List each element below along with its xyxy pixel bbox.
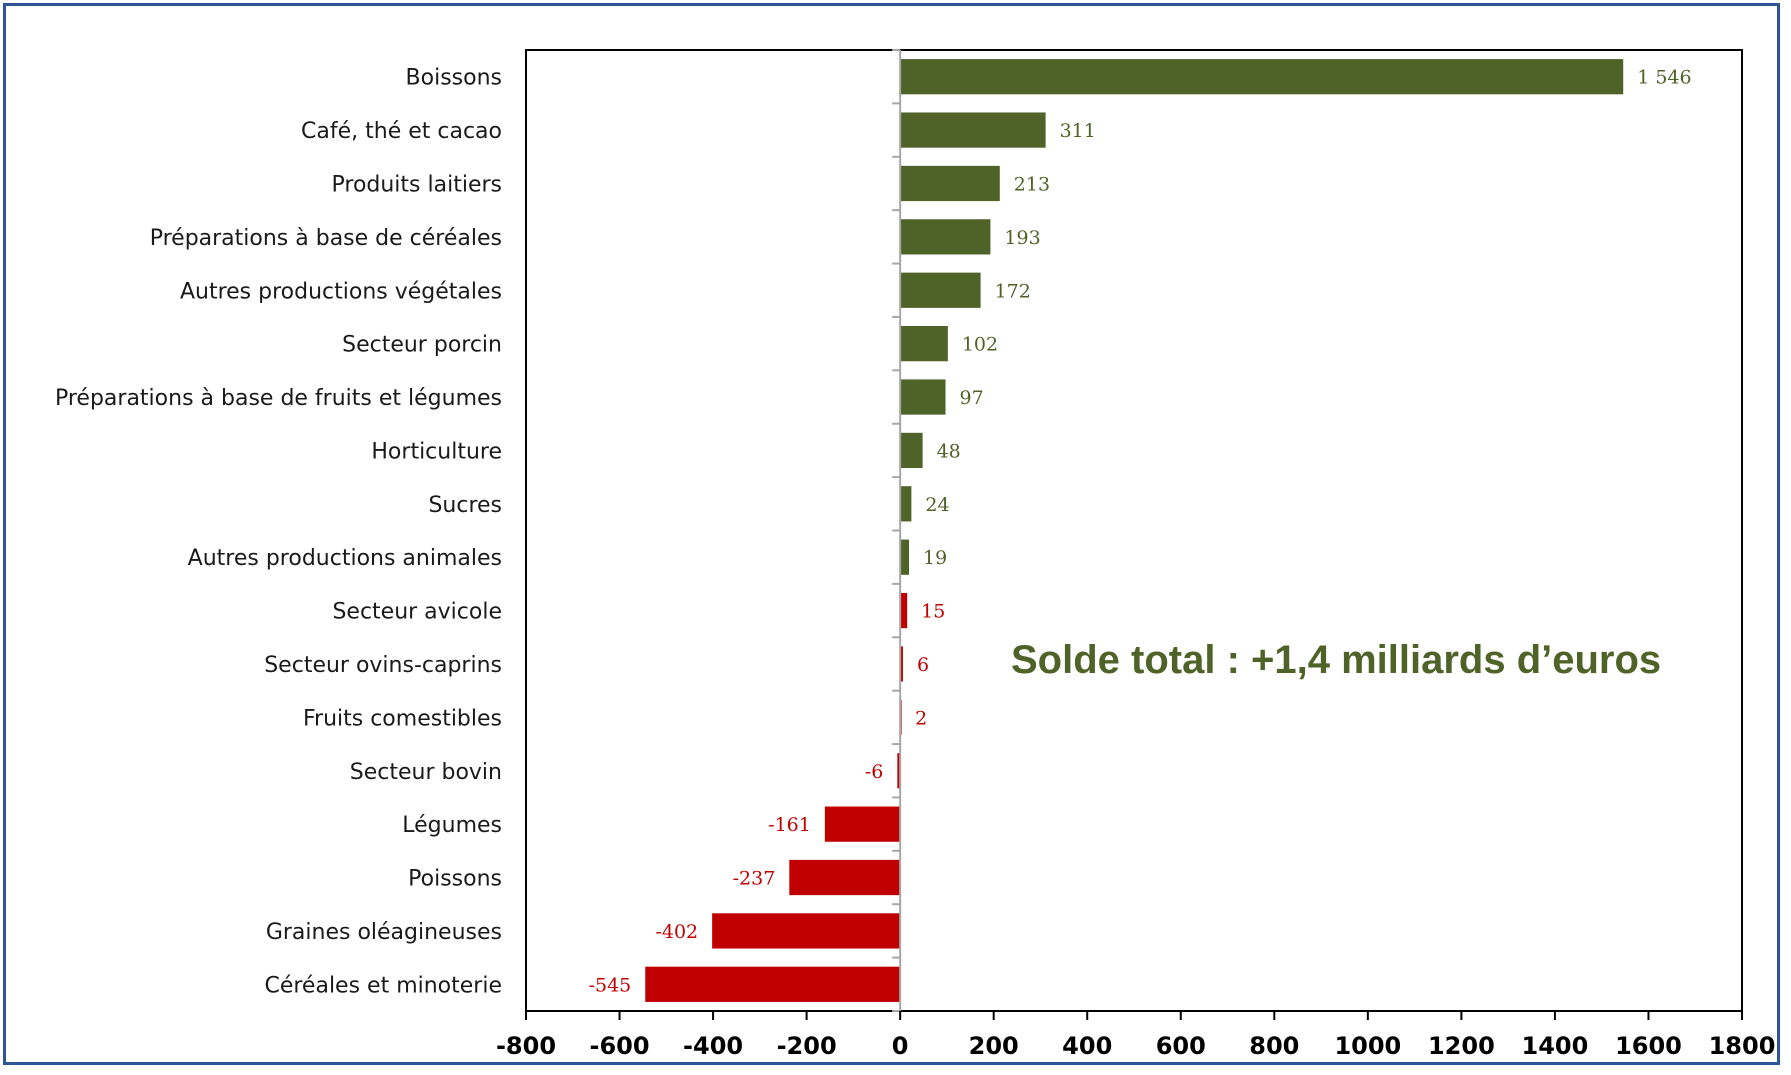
bar	[824, 806, 901, 842]
category-label: Café, thé et cacao	[301, 119, 502, 144]
x-tick-label: 1800	[1709, 1032, 1776, 1060]
bar	[900, 379, 946, 415]
bar	[900, 326, 948, 362]
bar	[897, 753, 901, 789]
bar	[900, 646, 903, 682]
bar	[712, 913, 901, 949]
x-tick-label: 600	[1156, 1032, 1206, 1060]
x-tick-label: 1200	[1428, 1032, 1495, 1060]
bars-layer	[645, 59, 1624, 1002]
y-ticks	[892, 49, 901, 1012]
category-labels: Boissons Café, thé et cacao Produits laiti…	[55, 66, 502, 999]
bar	[645, 966, 901, 1002]
category-label: Autres productions animales	[188, 546, 502, 571]
value-labels: 1 546 311 213 193 172 102 97 48 24 19 15 6 2 -6 -161 -2…	[589, 67, 1692, 997]
category-label: Céréales et minoterie	[264, 973, 502, 998]
x-tick-label: 1600	[1615, 1032, 1682, 1060]
plot-area	[525, 49, 1743, 1012]
data-label: -545	[589, 974, 632, 996]
category-label: Produits laitiers	[332, 172, 503, 197]
category-label: Secteur avicole	[332, 600, 502, 625]
category-label: Horticulture	[371, 439, 502, 464]
x-tick-label: 1000	[1334, 1032, 1401, 1060]
data-label: 102	[962, 334, 998, 356]
bar-chart: Boissons Café, thé et cacao Produits laiti…	[55, 49, 1775, 1060]
x-tick-label: 200	[969, 1032, 1019, 1060]
category-label: Sucres	[428, 493, 502, 518]
x-tick-label: -600	[590, 1032, 650, 1060]
category-label: Fruits comestibles	[303, 706, 502, 731]
data-label: 6	[917, 654, 929, 676]
data-label: -161	[768, 814, 811, 836]
data-label: 15	[921, 601, 945, 623]
x-tick-labels: -800 -600 -400 -200 0 200 400 600 800 1000 1200 140…	[496, 1032, 1775, 1060]
data-label: 213	[1014, 173, 1050, 195]
data-label: 311	[1060, 120, 1096, 142]
data-label: 97	[960, 387, 984, 409]
data-label: -402	[655, 921, 698, 943]
category-label: Secteur ovins-caprins	[264, 653, 502, 678]
x-tick-label: -800	[496, 1032, 556, 1060]
bar	[900, 539, 910, 575]
data-label: 172	[995, 280, 1031, 302]
data-label: -237	[733, 868, 776, 890]
x-tick-label: -400	[683, 1032, 743, 1060]
category-label: Secteur bovin	[350, 760, 502, 785]
bar	[789, 859, 901, 896]
data-label: 24	[925, 494, 949, 516]
category-label: Poissons	[408, 867, 502, 892]
data-label: 2	[915, 707, 927, 729]
bar	[900, 59, 1624, 95]
bar	[900, 432, 923, 469]
bar	[900, 165, 1000, 202]
x-tick-label: -200	[777, 1032, 837, 1060]
x-ticks	[525, 1011, 1743, 1020]
chart-frame: Boissons Café, thé et cacao Produits laiti…	[3, 3, 1780, 1065]
bar	[900, 112, 1046, 148]
category-label: Préparations à base de céréales	[150, 226, 502, 251]
data-label: -6	[865, 761, 884, 783]
category-label: Graines oléagineuses	[266, 920, 502, 945]
category-label: Secteur porcin	[342, 333, 502, 358]
x-tick-label: 0	[892, 1032, 909, 1060]
x-tick-label: 400	[1062, 1032, 1112, 1060]
data-label: 48	[937, 440, 961, 462]
x-tick-label: 800	[1249, 1032, 1299, 1060]
bar	[900, 592, 908, 629]
category-label: Légumes	[402, 813, 502, 838]
bar	[900, 486, 912, 522]
x-tick-label: 1400	[1522, 1032, 1589, 1060]
data-label: 19	[923, 547, 947, 569]
category-label: Préparations à base de fruits et légumes	[55, 386, 502, 411]
bar	[900, 219, 991, 255]
category-label: Boissons	[406, 66, 502, 91]
data-label: 193	[1004, 227, 1040, 249]
bar	[900, 272, 981, 308]
category-label: Autres productions végétales	[180, 279, 502, 304]
data-label: 1 546	[1637, 67, 1691, 89]
total-balance-annotation: Solde total : +1,4 milliards d’euros	[1011, 638, 1661, 682]
